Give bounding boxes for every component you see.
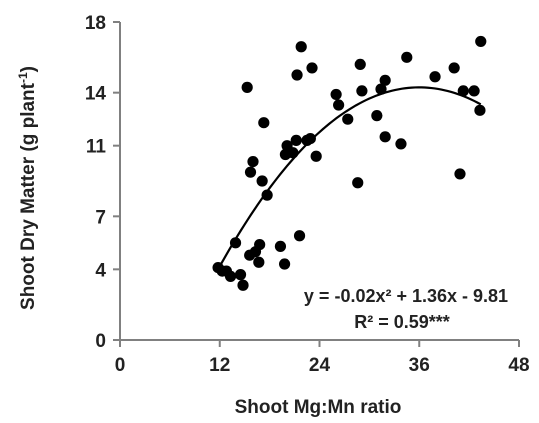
data-point — [241, 81, 253, 93]
r2-label: R² = 0.59*** — [354, 312, 450, 332]
data-point — [254, 239, 266, 251]
x-tick-label: 36 — [409, 355, 430, 376]
data-point — [371, 110, 383, 122]
data-point — [354, 58, 366, 70]
data-point — [395, 138, 407, 150]
data-point — [290, 134, 302, 146]
data-point — [379, 74, 391, 86]
data-point — [304, 133, 316, 145]
data-point — [229, 237, 242, 249]
data-point — [306, 62, 318, 74]
data-point — [330, 88, 342, 101]
x-tick-label: 0 — [115, 355, 126, 376]
x-tick-label: 48 — [508, 355, 529, 376]
y-tick-label: 18 — [85, 13, 106, 34]
ticks — [113, 21, 520, 347]
data-point — [474, 104, 486, 116]
y-tick-label: 4 — [95, 260, 106, 281]
equation-label: y = -0.02x² + 1.36x - 9.81 — [304, 286, 508, 306]
x-tick-label: 24 — [309, 355, 331, 376]
data-point — [234, 269, 247, 281]
y-axis-title: Shoot Dry Matter (g plant-1) — [16, 66, 39, 310]
data-point — [333, 99, 345, 111]
y-tick-label: 0 — [95, 331, 106, 352]
x-tick-label: 12 — [209, 355, 230, 376]
y-axis-title-sup: -1 — [16, 72, 30, 83]
tick-labels: 0 4 7 11 14 18 0 12 24 36 48 — [85, 13, 530, 376]
data-point — [224, 270, 237, 282]
y-tick-label: 11 — [86, 137, 107, 158]
data-point — [261, 189, 273, 201]
data-point — [258, 117, 270, 129]
x-axis-title: Shoot Mg:Mn ratio — [235, 397, 402, 418]
y-tick-label: 7 — [95, 207, 106, 228]
data-points — [212, 35, 487, 291]
data-point — [256, 175, 268, 187]
trendline — [217, 86, 482, 270]
data-point — [448, 62, 460, 74]
data-point — [293, 230, 306, 242]
data-point — [287, 147, 299, 159]
data-point — [310, 150, 322, 162]
data-point — [454, 168, 466, 180]
data-point — [401, 51, 413, 63]
data-point — [475, 35, 487, 48]
data-point — [375, 83, 387, 95]
data-point — [244, 166, 257, 178]
y-axis-title-close: ) — [18, 66, 39, 72]
data-point — [237, 279, 249, 291]
data-point — [468, 85, 480, 97]
data-point — [352, 177, 364, 189]
y-tick-label: 14 — [85, 84, 107, 105]
data-point — [457, 85, 469, 97]
data-point — [291, 69, 303, 81]
data-point — [429, 71, 441, 83]
data-point — [356, 85, 368, 97]
data-point — [247, 155, 259, 168]
data-point — [253, 256, 265, 268]
data-point — [278, 258, 291, 270]
data-point — [295, 41, 307, 53]
data-point — [379, 131, 391, 143]
data-point — [342, 113, 354, 125]
y-axis-title-main: Shoot Dry Matter (g plant — [18, 82, 39, 310]
data-point — [274, 240, 287, 252]
